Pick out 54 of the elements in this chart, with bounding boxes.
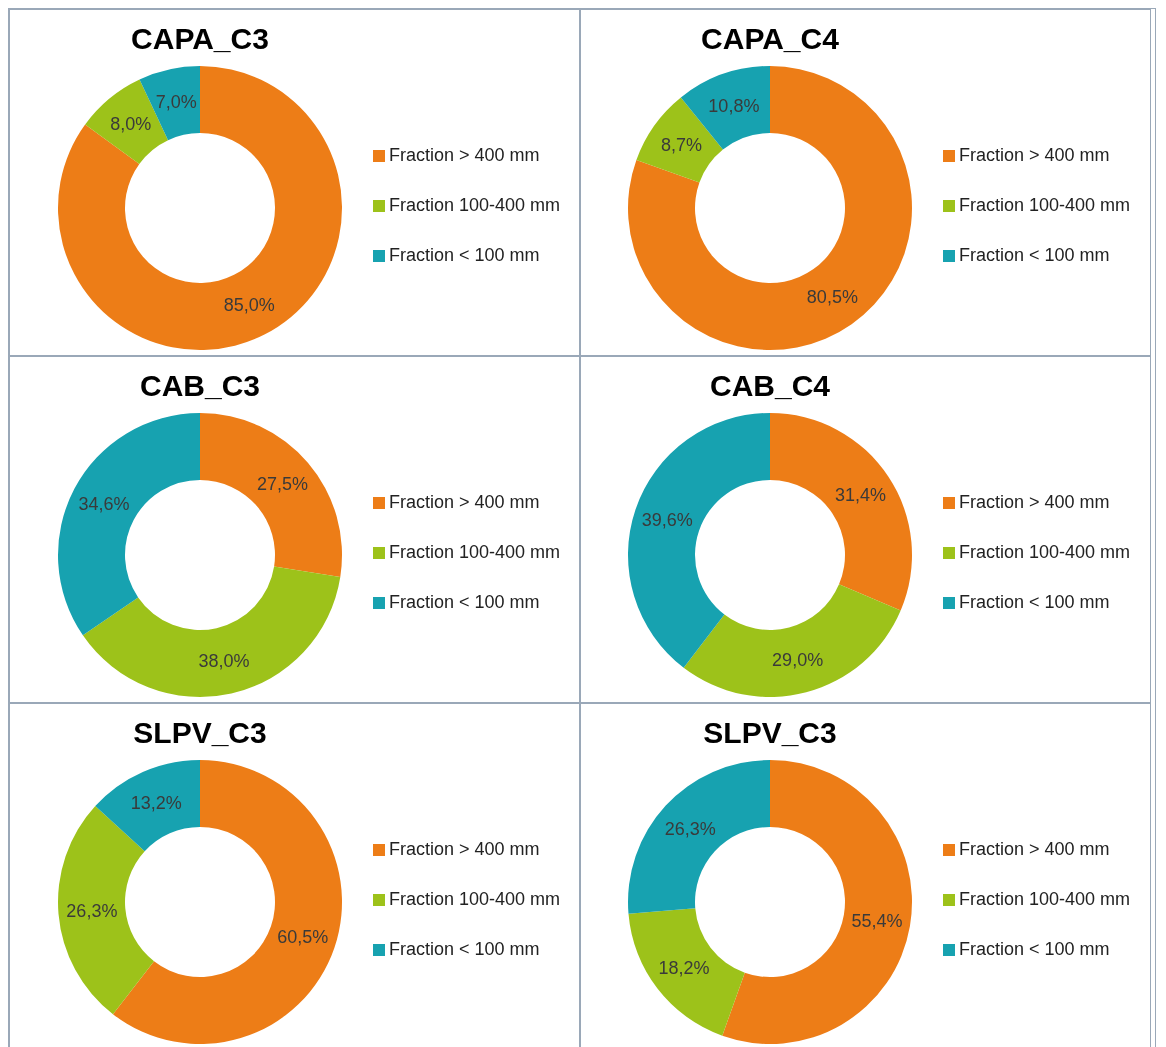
donut-slice	[58, 66, 342, 350]
donut-slice	[770, 413, 912, 611]
legend-label: Fraction < 100 mm	[388, 245, 540, 265]
legend-label: Fraction > 400 mm	[388, 492, 540, 512]
data-label: 18,2%	[658, 958, 710, 979]
data-label: 31,4%	[834, 485, 887, 506]
legend-label: Fraction > 400 mm	[958, 145, 1110, 165]
donut-slice	[95, 760, 200, 852]
data-label: 80,5%	[806, 286, 858, 307]
data-label: 8,7%	[661, 135, 703, 156]
data-label: 26,3%	[664, 818, 716, 839]
legend-label: Fraction 100-400 mm	[388, 195, 560, 215]
donut-slice	[722, 760, 912, 1044]
legend-label: Fraction < 100 mm	[958, 939, 1110, 959]
legend-label: Fraction < 100 mm	[388, 939, 540, 959]
data-label: 39,6%	[641, 510, 693, 531]
legend-label: Fraction < 100 mm	[958, 592, 1110, 612]
data-label: 10,8%	[708, 95, 760, 116]
chart-title: CAB_C4	[709, 369, 831, 403]
legend-label: Fraction > 400 mm	[958, 839, 1110, 859]
data-label: 27,5%	[256, 474, 308, 495]
legend-label: Fraction > 400 mm	[958, 492, 1110, 512]
legend-label: Fraction 100-400 mm	[958, 195, 1130, 215]
donut-slice	[628, 413, 770, 668]
data-label: 26,3%	[66, 901, 118, 922]
data-label: 55,4%	[851, 910, 903, 931]
donut-slice	[628, 908, 745, 1036]
legend-label: Fraction 100-400 mm	[958, 542, 1130, 562]
donut-slice	[82, 566, 341, 697]
chart-title: SLPV_C3	[132, 716, 268, 750]
donut-slice	[58, 413, 200, 636]
chart-title: CAPA_C4	[700, 22, 840, 56]
chart-title: CAPA_C3	[130, 22, 270, 56]
data-label: 8,0%	[110, 114, 152, 135]
donut-slice	[628, 760, 770, 914]
data-label: 85,0%	[223, 294, 275, 315]
legend-label: Fraction 100-400 mm	[388, 889, 560, 909]
legend-label: Fraction 100-400 mm	[958, 889, 1130, 909]
chart-title: CAB_C3	[139, 369, 261, 403]
data-label: 7,0%	[155, 92, 197, 113]
data-label: 38,0%	[198, 650, 250, 671]
legend-label: Fraction < 100 mm	[388, 592, 540, 612]
donut-slice	[628, 66, 912, 350]
legend-label: Fraction 100-400 mm	[388, 542, 560, 562]
donut-slice	[200, 413, 342, 577]
data-label: 13,2%	[130, 792, 182, 813]
donut-slice	[683, 584, 901, 697]
legend-label: Fraction < 100 mm	[958, 245, 1110, 265]
legend-label: Fraction > 400 mm	[388, 145, 540, 165]
data-label: 60,5%	[277, 927, 329, 948]
data-label: 29,0%	[772, 649, 824, 670]
chart-title: SLPV_C3	[702, 716, 838, 750]
data-label: 34,6%	[78, 494, 130, 515]
legend-label: Fraction > 400 mm	[388, 839, 540, 859]
